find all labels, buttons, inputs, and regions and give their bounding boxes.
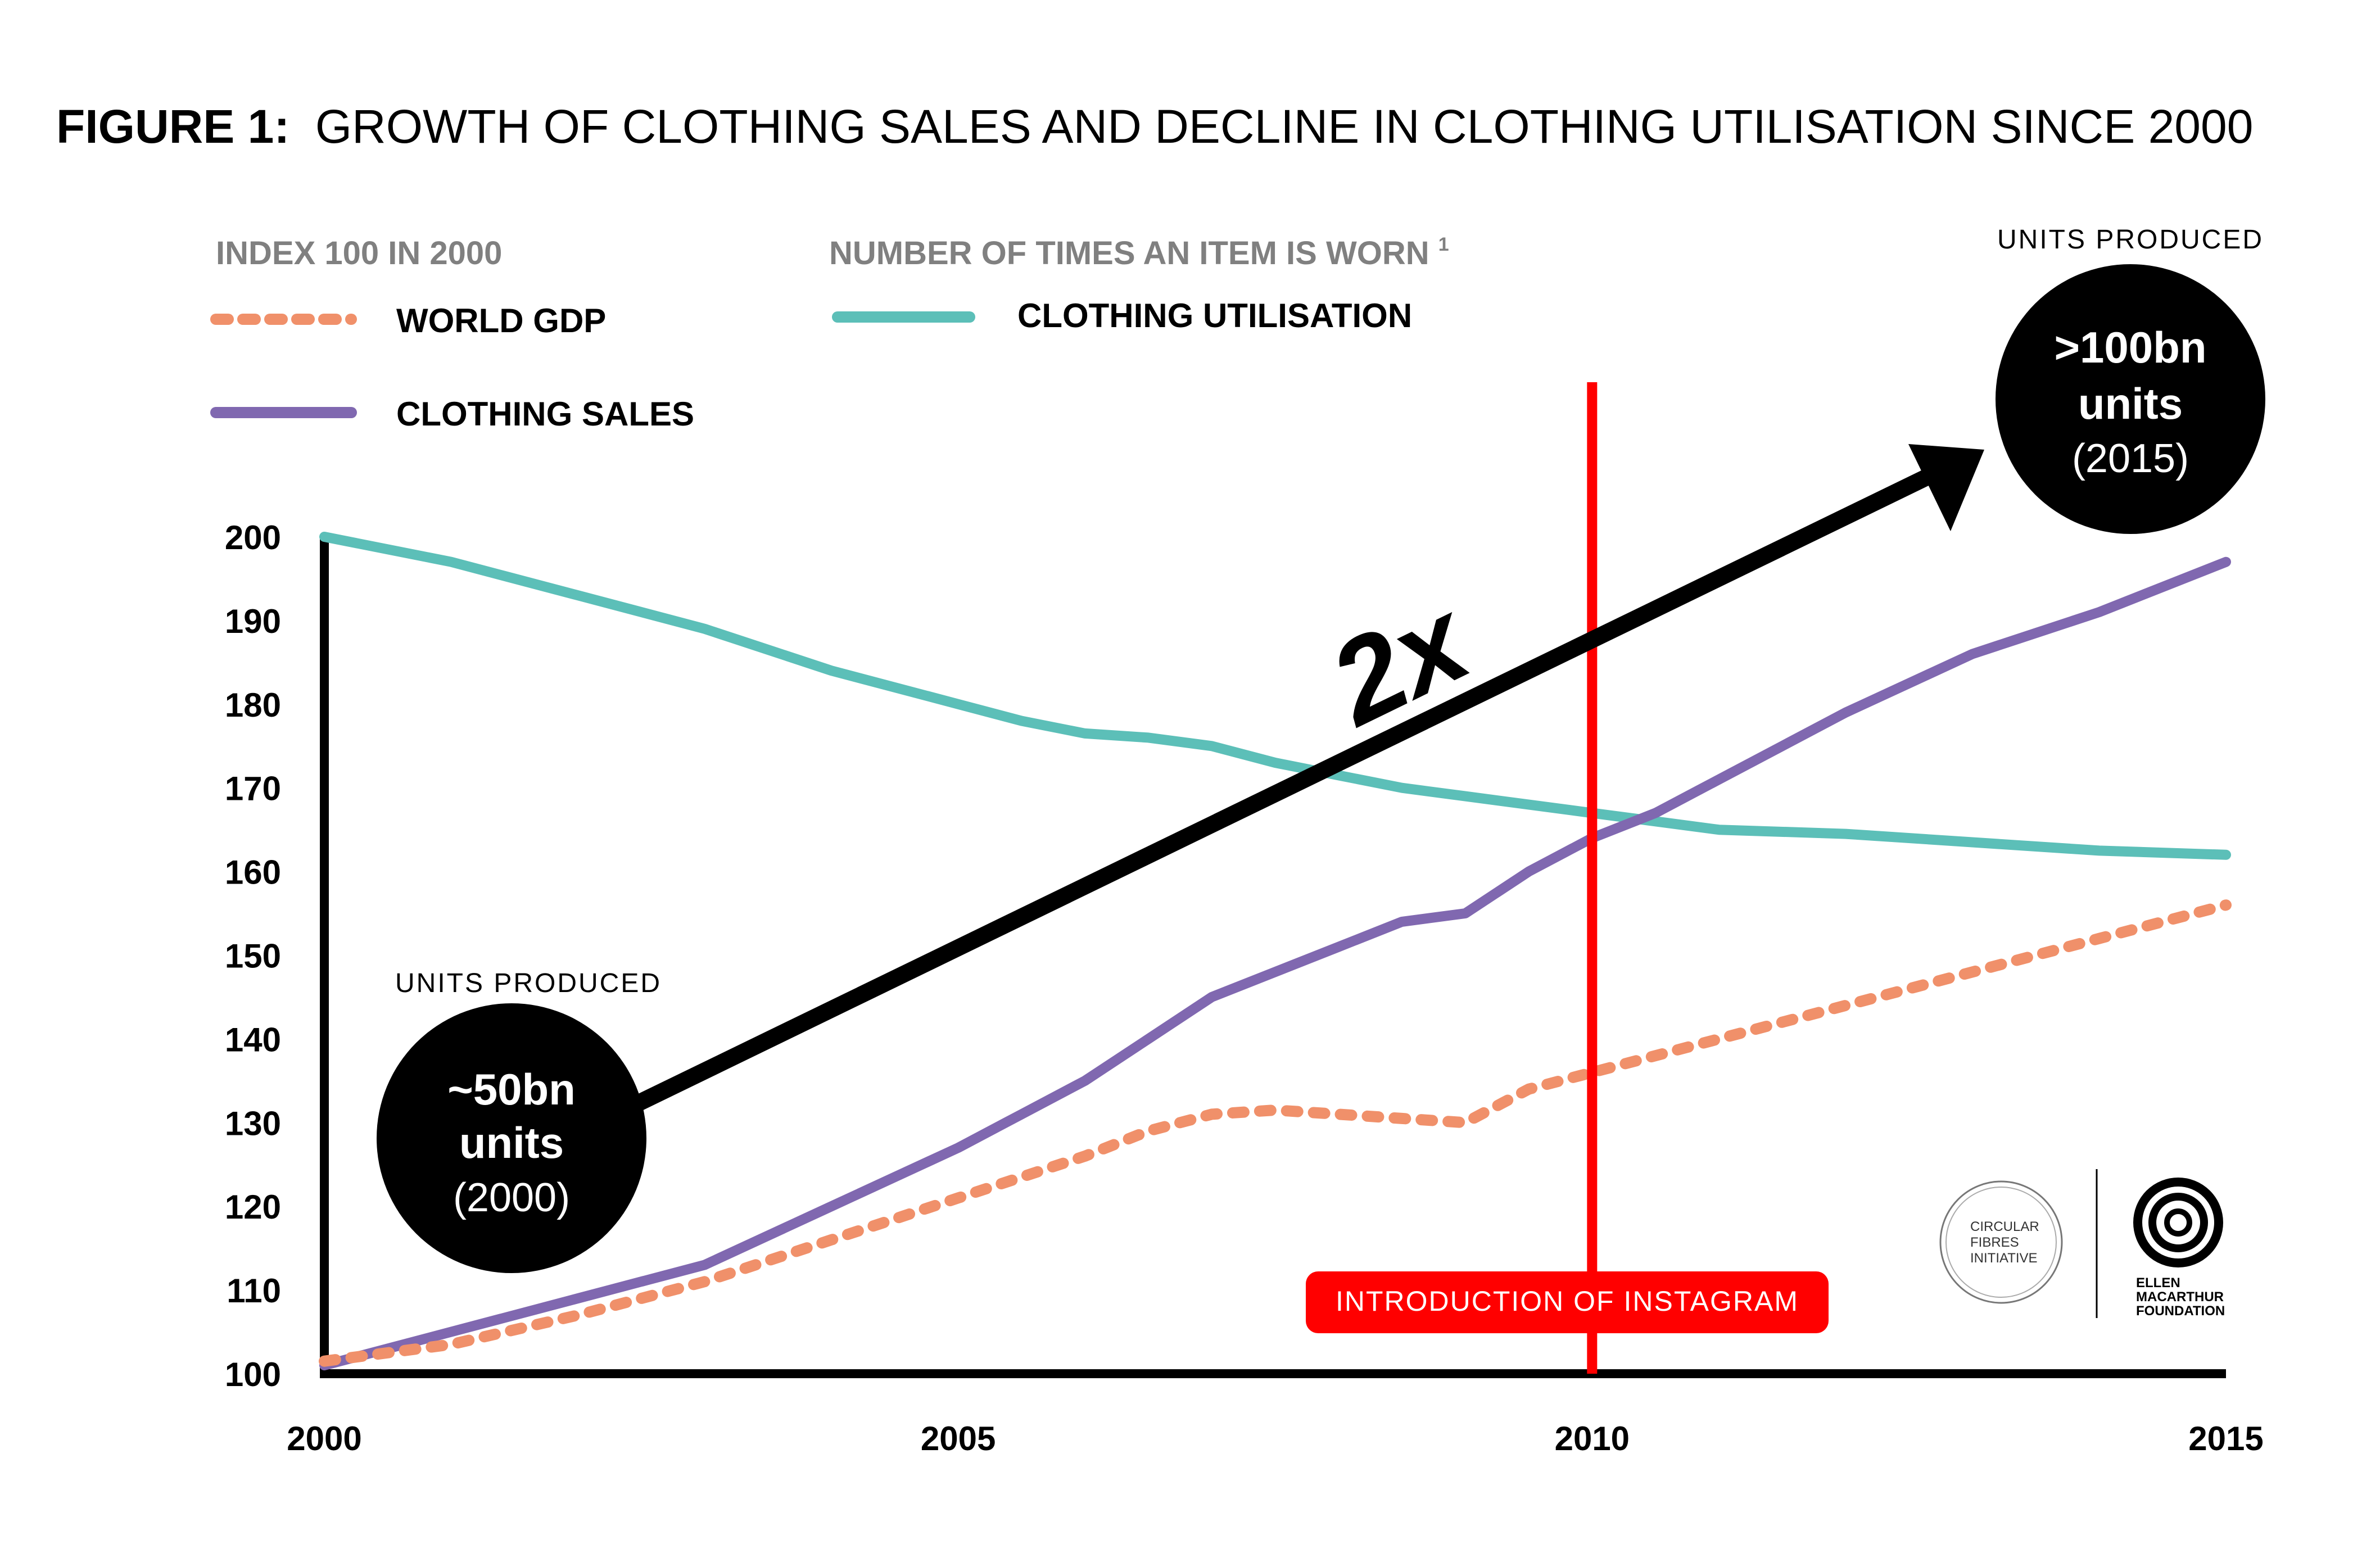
y-tick-labels: 100 110 120 130 140 150 160 170 180 190 200: [225, 519, 281, 1393]
cfi-logo-ring-inner: [1945, 1187, 2057, 1298]
y-tick-label: 120: [225, 1188, 281, 1226]
legend-header-worn-text: NUMBER OF TIMES AN ITEM IS WORN: [829, 235, 1429, 271]
callout-start-line1: ~50bn: [447, 1065, 576, 1114]
emf-logo-line3: FOUNDATION: [2136, 1303, 2225, 1319]
growth-label: 2x: [1309, 572, 1491, 751]
y-tick-label: 170: [225, 770, 281, 808]
y-tick-label: 190: [225, 603, 281, 640]
x-tick-labels: 2000 2005 2010 2015: [287, 1420, 2263, 1457]
y-tick-label: 110: [227, 1272, 281, 1310]
callout-end-caption: UNITS PRODUCED: [1997, 225, 2264, 255]
y-tick-label: 130: [225, 1104, 281, 1142]
y-tick-label: 140: [225, 1021, 281, 1058]
callout-end-line1: >100bn: [2055, 323, 2207, 372]
figure-number: FIGURE 1:: [56, 100, 289, 153]
callout-start-caption: UNITS PRODUCED: [395, 968, 662, 998]
y-tick-label: 100: [225, 1356, 281, 1393]
emf-logo: ELLEN MACARTHUR FOUNDATION: [2133, 1178, 2225, 1319]
callout-start-line2: units: [459, 1118, 564, 1167]
x-tick-label: 2005: [921, 1420, 996, 1457]
cfi-logo-line3: INITIATIVE: [1970, 1251, 2038, 1266]
callout-end-line2: units: [2078, 379, 2183, 428]
legend-label-utilisation: CLOTHING UTILISATION: [1017, 297, 1412, 334]
figure-title-text: GROWTH OF CLOTHING SALES AND DECLINE IN …: [315, 100, 2254, 153]
emf-logo-ring-mid: [2148, 1193, 2208, 1252]
emf-logo-ring-outer: [2133, 1178, 2223, 1267]
y-tick-label: 160: [225, 854, 281, 891]
y-tick-label: 180: [225, 686, 281, 724]
series-line-utilisation: [319, 532, 2231, 860]
cfi-logo-line2: FIBRES: [1970, 1235, 2019, 1250]
instagram-label-box: [1306, 1271, 1829, 1333]
emf-logo-line1: ELLEN: [2136, 1275, 2180, 1291]
x-tick-label: 2015: [2188, 1420, 2263, 1457]
emf-logo-ring-inner: [2164, 1208, 2192, 1237]
series-lines: [319, 532, 2232, 1371]
y-tick-label: 200: [225, 519, 281, 556]
cfi-logo: CIRCULAR FIBRES INITIATIVE: [1939, 1180, 2063, 1304]
legend-label-sales: CLOTHING SALES: [396, 395, 694, 433]
legend-header-worn-sup: 1: [1438, 234, 1449, 255]
cfi-logo-line1: CIRCULAR: [1970, 1219, 2039, 1234]
legend-header-worn: NUMBER OF TIMES AN ITEM IS WORN 1: [829, 234, 1449, 271]
callout-start-circle: [377, 1003, 646, 1273]
x-tick-label: 2000: [287, 1420, 361, 1457]
series-line-sales: [319, 556, 2231, 1371]
growth-arrowhead: [1908, 444, 1984, 531]
callout-start-line3: (2000): [453, 1175, 570, 1220]
legend-header-index: INDEX 100 IN 2000: [216, 235, 502, 271]
callout-end-circle: [1996, 264, 2265, 534]
y-tick-label: 150: [225, 938, 281, 975]
cfi-logo-ring: [1939, 1180, 2063, 1304]
figure-title: FIGURE 1: GROWTH OF CLOTHING SALES AND D…: [56, 100, 2253, 153]
x-tick-label: 2010: [1555, 1420, 1630, 1457]
legend-label-gdp: WORLD GDP: [396, 302, 606, 339]
series-line-gdp: [319, 899, 2232, 1367]
instagram-label: INTRODUCTION OF INSTAGRAM: [1336, 1285, 1799, 1317]
emf-logo-line2: MACARTHUR: [2136, 1289, 2224, 1305]
callout-end-line3: (2015): [2072, 436, 2189, 481]
growth-arrow: [620, 466, 1938, 1118]
